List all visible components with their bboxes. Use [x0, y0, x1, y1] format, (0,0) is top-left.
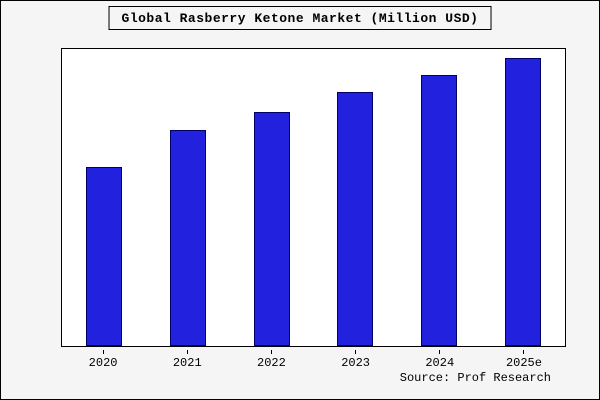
chart-title-box: Global Rasberry Ketone Market (Million U…: [108, 6, 492, 30]
x-tick-label-2025e: 2025e: [482, 350, 566, 370]
bar-2024: [421, 74, 458, 346]
bar-slot: [62, 49, 146, 346]
x-tick-label-2022: 2022: [229, 350, 313, 370]
bar-slot: [397, 49, 481, 346]
x-tick-label-2023: 2023: [314, 350, 398, 370]
x-tick-label-2024: 2024: [398, 350, 482, 370]
bar-slot: [481, 49, 565, 346]
bar-2023: [337, 92, 374, 346]
x-tick-label-2021: 2021: [145, 350, 229, 370]
bar-2020: [85, 167, 122, 346]
chart-title: Global Rasberry Ketone Market (Million U…: [121, 11, 479, 26]
bar-2022: [253, 112, 290, 346]
x-axis-labels: 2020 2021 2022 2023 2024 2025e: [61, 350, 566, 370]
plot-area: [61, 48, 566, 347]
source-text: Source: Prof Research: [399, 371, 551, 385]
bar-slot: [313, 49, 397, 346]
bar-2025e: [505, 57, 542, 346]
bar-slot: [230, 49, 314, 346]
bar-2021: [169, 129, 206, 346]
bars-container: [62, 49, 565, 346]
x-tick-label-2020: 2020: [61, 350, 145, 370]
bar-slot: [146, 49, 230, 346]
